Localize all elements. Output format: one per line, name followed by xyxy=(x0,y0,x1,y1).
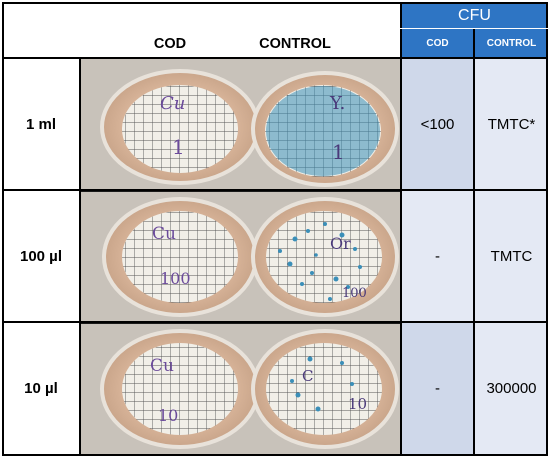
svg-text:Or: Or xyxy=(330,234,351,253)
table-divider-header xyxy=(2,57,548,59)
table-border-right xyxy=(546,2,548,456)
petri-dish-control-10ul: C 10 xyxy=(251,329,399,449)
svg-text:Y.: Y. xyxy=(329,93,345,114)
table-divider-row2 xyxy=(2,321,548,323)
table-divider-label-col xyxy=(79,57,81,456)
cfu-control-1ml: TMTC* xyxy=(475,59,548,190)
table-divider-cfu-col xyxy=(473,29,475,456)
svg-text:Cu: Cu xyxy=(150,356,174,376)
table-divider-row1 xyxy=(2,189,548,191)
column-header-control: CONTROL xyxy=(259,36,331,52)
cfu-cod-10ul: - xyxy=(401,323,474,454)
svg-text:1: 1 xyxy=(172,135,185,159)
petri-dish-cod-10ul: Cu 10 xyxy=(100,329,260,449)
petri-dish-cod-100ul: Cu 100 xyxy=(102,197,258,317)
svg-text:100: 100 xyxy=(160,269,191,288)
row-label-100ul: 100 µl xyxy=(19,248,62,265)
row-label-1ml: 1 ml xyxy=(25,116,56,133)
petri-dish-control-1ml: Y. 1 xyxy=(251,71,399,187)
petri-dish-control-100ul: Or 100 xyxy=(251,197,399,317)
svg-text:10: 10 xyxy=(158,406,178,425)
cfu-control-100ul: TMTC xyxy=(475,191,548,322)
svg-text:1: 1 xyxy=(332,140,345,164)
petri-dish-photo: Cu 1 Y. 1 Cu 100 Or xyxy=(80,59,401,454)
cfu-cod-1ml: <100 xyxy=(401,59,474,190)
cfu-control-subheader: CONTROL xyxy=(475,29,548,57)
svg-text:Cu: Cu xyxy=(152,224,176,244)
table-border-left xyxy=(2,2,4,456)
table-border-bottom xyxy=(2,454,548,456)
cfu-cod-subheader: COD xyxy=(401,29,474,57)
svg-text:C: C xyxy=(302,367,313,385)
column-header-cod: COD xyxy=(153,36,187,52)
svg-text:Cu: Cu xyxy=(160,93,185,114)
table-divider-photo-col xyxy=(400,2,402,456)
svg-text:10: 10 xyxy=(348,395,367,413)
table-border-top xyxy=(2,2,548,4)
cfu-control-10ul: 300000 xyxy=(475,323,548,454)
svg-text:100: 100 xyxy=(342,286,367,301)
petri-dish-cod-1ml: Cu 1 xyxy=(100,69,260,185)
cfu-header-divider xyxy=(400,28,548,29)
row-label-10ul: 10 µl xyxy=(24,380,58,397)
cfu-cod-100ul: - xyxy=(401,191,474,322)
cfu-header: CFU xyxy=(401,2,548,29)
